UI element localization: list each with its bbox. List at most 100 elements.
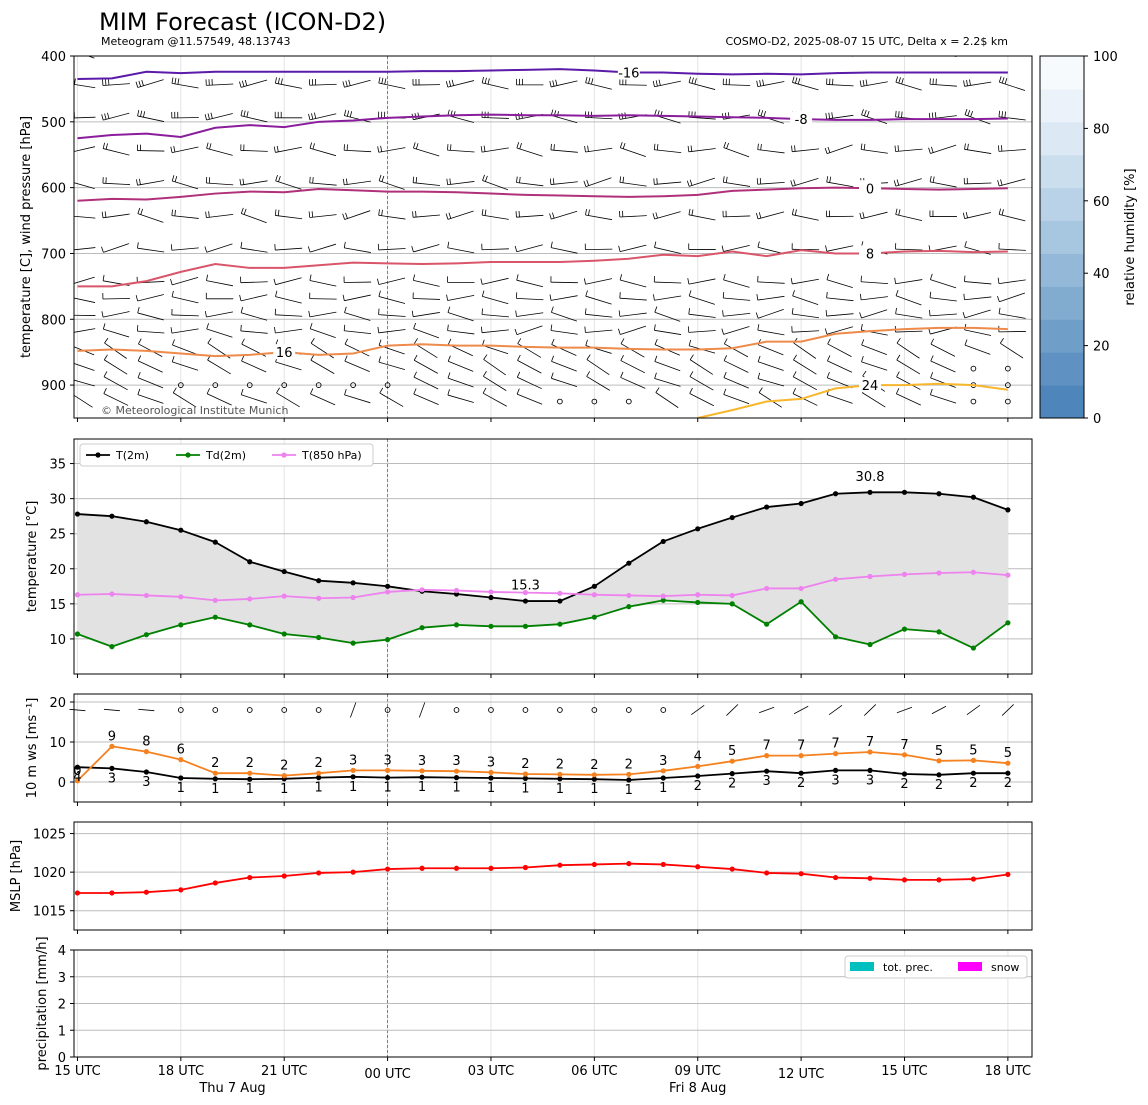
wind-barb-feather: [277, 77, 280, 84]
wind-barb-feather: [760, 110, 764, 117]
series-point: [764, 504, 770, 510]
wind-barb-feather: [552, 178, 555, 185]
wind-barb: [585, 116, 613, 120]
wind-barb-feather: [549, 213, 552, 220]
wind-barb-feather: [276, 387, 280, 394]
wind-barb: [620, 343, 645, 358]
series-point: [143, 592, 149, 599]
wind-barb-feather: [688, 76, 691, 83]
legend-swatch-point: [95, 452, 101, 458]
series-point: [557, 862, 563, 868]
calm-wind-circle: [625, 398, 632, 405]
wind-barb: [103, 311, 130, 318]
wind-barb: [654, 361, 681, 372]
wind-barb: [310, 393, 336, 406]
wind-barb-feather: [344, 338, 349, 345]
wind-barb-feather: [104, 337, 109, 344]
wind-barb-feather: [859, 312, 862, 319]
wind-barb-feather: [622, 176, 625, 183]
wind-barb-feather: [618, 328, 621, 335]
gust-label: 2: [521, 757, 529, 772]
wind-barb: [309, 147, 337, 157]
wind-barb: [517, 360, 542, 374]
series-point: [557, 598, 563, 604]
calm-wind-circle: [246, 707, 253, 713]
series-point: [867, 489, 873, 495]
series-point: [453, 587, 460, 594]
wind-barb-feather: [588, 209, 590, 216]
wind-barb: [413, 312, 440, 318]
series-point: [143, 889, 149, 895]
wind-barb-feather: [412, 176, 415, 183]
wind-barb-feather: [998, 208, 1001, 215]
wind-barb-feather: [309, 274, 312, 281]
wind-barb-feather: [275, 339, 279, 346]
wind-barb-feather: [723, 388, 727, 395]
wind-barb-feather: [380, 145, 383, 152]
wind-barb-feather: [206, 388, 211, 394]
wind-barb: [723, 297, 751, 301]
wind-barb-feather: [794, 145, 796, 152]
wind-barb-feather: [934, 112, 937, 119]
wind-barb: [689, 393, 714, 407]
wind-barb: [619, 297, 647, 301]
wind-barb-feather: [449, 178, 451, 185]
gust-label: 5: [1004, 746, 1012, 761]
wind-barb: [447, 247, 475, 254]
wind-barb-feather: [826, 291, 828, 298]
wind-barb-feather: [584, 145, 586, 153]
wind-barb: [482, 47, 508, 54]
wind-barb-feather: [654, 355, 658, 362]
wind-barb-feather: [481, 76, 484, 83]
wind-barb-feather: [757, 355, 761, 362]
wind-barb-feather: [309, 176, 311, 183]
wind-barb: [930, 279, 957, 289]
wind-barb-feather: [930, 338, 935, 345]
wind-barb: [74, 276, 95, 284]
wind-barb-feather: [103, 371, 108, 377]
wind-barb-feather: [970, 111, 974, 117]
wind-barb-feather: [658, 79, 661, 86]
calm-wind-circle: [522, 707, 529, 713]
wind-speed-label: 1: [315, 781, 323, 796]
wind-barb: [586, 376, 610, 391]
wind-barb-feather: [894, 48, 895, 54]
calm-wind-circle: [384, 707, 391, 713]
wind-barb-feather: [515, 310, 517, 317]
wind-barb: [344, 247, 371, 253]
wind-barb-feather: [514, 245, 518, 252]
y-tick-label: 700: [41, 247, 66, 262]
wind-barb-feather: [620, 338, 625, 344]
wind-barb: [724, 343, 749, 358]
wind-barb-feather: [794, 77, 798, 84]
x-tick-label: 15 UTC: [54, 1064, 100, 1079]
wind-barb: [344, 180, 372, 186]
wind-barb-feather: [275, 290, 278, 297]
wind-barb: [964, 309, 991, 319]
series-point: [970, 876, 977, 882]
series-point: [247, 770, 253, 776]
wind-barb-feather: [688, 339, 692, 346]
wind-barb-feather: [171, 290, 174, 297]
wind-barb: [723, 84, 751, 86]
wind-barb-feather: [691, 77, 694, 84]
series-point: [867, 641, 873, 648]
gust-label: 8: [142, 735, 150, 750]
series-point: [660, 775, 666, 781]
wind-barb-feather: [726, 142, 729, 149]
wind-barb-feather: [311, 113, 314, 120]
wind-barb: [896, 376, 921, 390]
wind-barb: [275, 146, 302, 153]
series-point: [798, 753, 804, 759]
wind-barb-feather: [176, 47, 178, 53]
wind-barb-feather: [756, 80, 759, 87]
chart-title: MIM Forecast (ICON-D2): [99, 8, 386, 36]
series-point: [901, 752, 908, 758]
wind-barb: [378, 361, 406, 370]
wind-barb-feather: [862, 212, 865, 219]
wind-barb: [481, 314, 509, 318]
series-point: [936, 570, 942, 576]
wind-speed-label: 2: [900, 777, 908, 792]
wind-speed-label: 3: [866, 773, 874, 788]
wind-barb-feather: [584, 49, 586, 55]
